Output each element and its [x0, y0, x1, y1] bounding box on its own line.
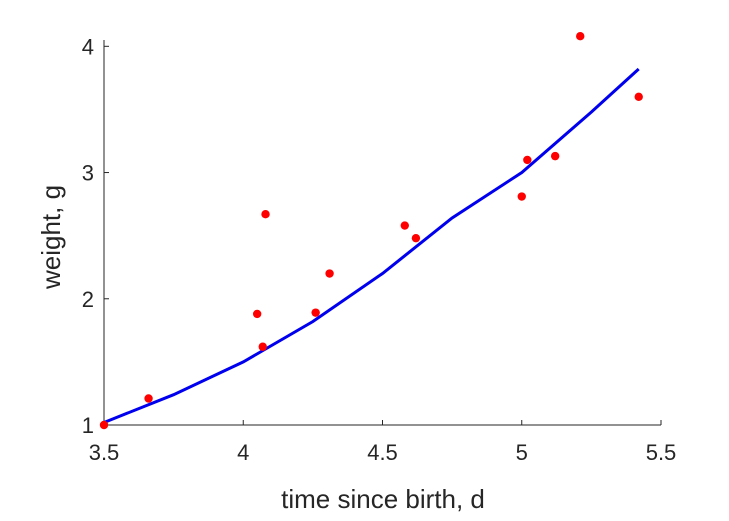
data-point	[517, 192, 526, 201]
data-point	[400, 221, 409, 230]
x-tick-label: 3.5	[89, 440, 120, 465]
y-tick-label: 1	[82, 413, 94, 438]
data-point	[576, 32, 585, 41]
y-tick-label: 4	[82, 34, 94, 59]
x-tick-label: 5	[516, 440, 528, 465]
x-tick-label: 5.5	[646, 440, 677, 465]
data-point	[411, 233, 421, 243]
x-tick-label: 4	[237, 440, 249, 465]
series-layer	[99, 32, 643, 430]
data-point	[311, 308, 320, 317]
y-axis-label: weight, g	[36, 185, 66, 290]
data-point	[261, 209, 270, 219]
y-ticks: 1 2 3 4	[82, 34, 109, 438]
data-point	[325, 269, 334, 278]
x-ticks: 3.5 4 4.5 5 5.5	[89, 420, 677, 465]
data-point	[252, 309, 262, 319]
data-point	[258, 342, 267, 351]
axes	[103, 40, 661, 426]
fit-curve	[103, 67, 640, 424]
y-tick-label: 2	[82, 287, 94, 312]
data-point	[99, 420, 109, 430]
data-point	[634, 92, 643, 102]
y-tick-label: 3	[82, 161, 94, 186]
data-point	[144, 394, 153, 403]
x-tick-label: 4.5	[367, 440, 398, 465]
x-axis-label: time since birth, d	[281, 484, 485, 514]
data-point	[550, 151, 560, 161]
data-point	[523, 155, 532, 165]
